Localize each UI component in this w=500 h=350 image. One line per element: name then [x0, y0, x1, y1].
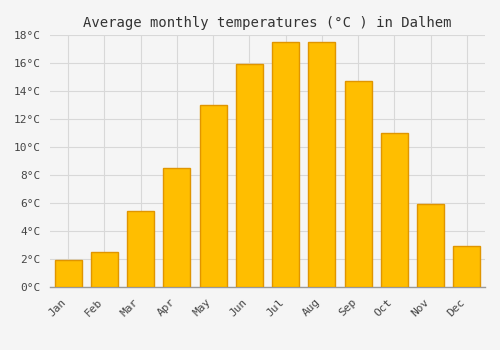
Bar	[127, 211, 154, 287]
Bar	[417, 204, 444, 287]
Bar	[91, 252, 118, 287]
Bar	[54, 260, 82, 287]
Bar	[381, 133, 408, 287]
Bar	[272, 42, 299, 287]
Bar	[236, 64, 263, 287]
Bar	[164, 168, 190, 287]
Bar	[344, 81, 372, 287]
Bar	[454, 246, 480, 287]
Title: Average monthly temperatures (°C ) in Dalhem: Average monthly temperatures (°C ) in Da…	[83, 16, 452, 30]
Bar	[200, 105, 226, 287]
Bar	[308, 42, 336, 287]
